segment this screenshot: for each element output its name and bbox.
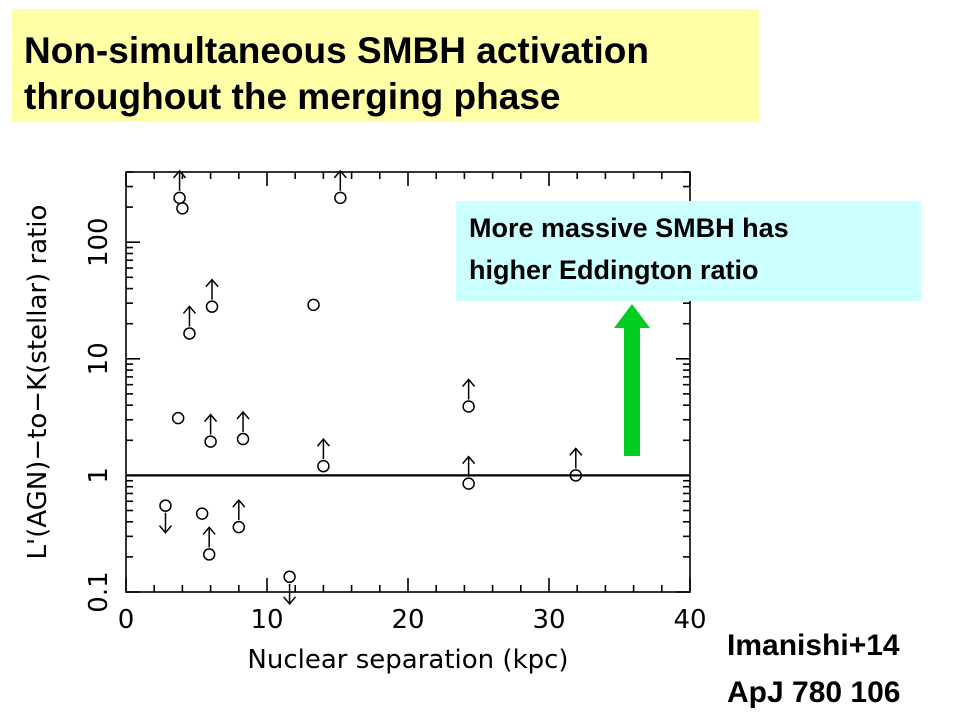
data-point-marker	[204, 435, 217, 448]
lower-limit-arrowhead	[232, 498, 246, 508]
data-point-marker	[462, 477, 475, 490]
data-point-marker	[159, 499, 172, 512]
lower-limit-arrowhead	[173, 169, 187, 179]
data-point	[195, 507, 209, 520]
data-point-marker	[183, 327, 196, 340]
lower-limit-arrowhead	[204, 413, 218, 423]
data-point	[173, 169, 187, 205]
data-point	[462, 455, 476, 490]
annotation-box: More massive SMBH has higher Eddington r…	[456, 201, 921, 301]
data-point-marker	[334, 191, 347, 205]
data-point-marker	[205, 300, 219, 313]
lower-limit-arrowhead	[462, 378, 476, 387]
data-point	[205, 278, 219, 313]
data-point	[282, 570, 297, 605]
y-axis-label: L'(AGN)−to−K(stellar) ratio	[23, 205, 53, 560]
data-point-marker	[195, 507, 209, 520]
lower-limit-arrowhead	[182, 305, 197, 314]
lower-limit-arrowhead	[569, 447, 583, 456]
data-point	[307, 298, 320, 312]
data-point	[171, 411, 185, 425]
data-point-marker	[232, 520, 246, 534]
data-point-marker	[462, 400, 475, 413]
y-tick-label: 0.1	[84, 571, 114, 612]
data-point-marker	[569, 469, 583, 482]
lower-limit-arrowhead	[316, 438, 330, 447]
x-tick-label: 0	[118, 605, 135, 635]
upper-limit-arrowhead	[158, 525, 173, 534]
annotation-line-1: More massive SMBH has	[469, 213, 789, 243]
x-tick-label: 10	[250, 605, 283, 635]
up-arrow-head	[614, 304, 650, 328]
data-point-marker	[236, 432, 250, 446]
x-tick-label: 20	[391, 605, 424, 635]
data-point	[569, 447, 583, 482]
data-point-marker	[317, 459, 330, 473]
data-point	[176, 202, 189, 215]
up-arrow-shaft	[624, 326, 640, 456]
lower-limit-arrowhead	[202, 526, 216, 535]
annotation-line-2: higher Eddington ratio	[469, 255, 759, 285]
y-tick-label: 100	[84, 217, 114, 267]
x-axis-label: Nuclear separation (kpc)	[247, 645, 568, 675]
data-point-marker	[283, 570, 296, 584]
data-point-marker	[307, 298, 320, 312]
lower-limit-arrowhead	[462, 455, 476, 465]
data-point-marker	[171, 411, 185, 425]
data-point	[182, 305, 197, 340]
data-point	[232, 498, 246, 534]
lower-limit-arrowhead	[236, 410, 250, 420]
data-point	[202, 526, 216, 561]
data-point	[204, 413, 218, 448]
data-point	[462, 378, 476, 413]
citation-line-2: ApJ 780 106	[727, 676, 901, 709]
lower-limit-arrowhead	[333, 169, 347, 179]
data-point-marker	[202, 548, 216, 561]
upper-limit-arrowhead	[282, 596, 297, 605]
lower-limit-arrowhead	[205, 278, 219, 288]
data-point	[316, 438, 330, 473]
x-tick-label: 40	[673, 605, 706, 635]
data-point-marker	[173, 191, 186, 205]
data-point	[158, 499, 173, 534]
y-tick-label: 10	[84, 342, 114, 375]
x-tick-label: 30	[532, 605, 565, 635]
y-tick-label: 1	[84, 467, 114, 484]
title-line-1: Non-simultaneous SMBH activation	[24, 30, 649, 71]
title-line-2: throughout the merging phase	[24, 76, 561, 117]
citation-line-1: Imanishi+14	[727, 629, 900, 662]
data-point	[333, 169, 347, 205]
data-point-marker	[176, 202, 189, 215]
title-banner: Non-simultaneous SMBH activation through…	[12, 9, 759, 122]
data-point	[236, 410, 250, 446]
